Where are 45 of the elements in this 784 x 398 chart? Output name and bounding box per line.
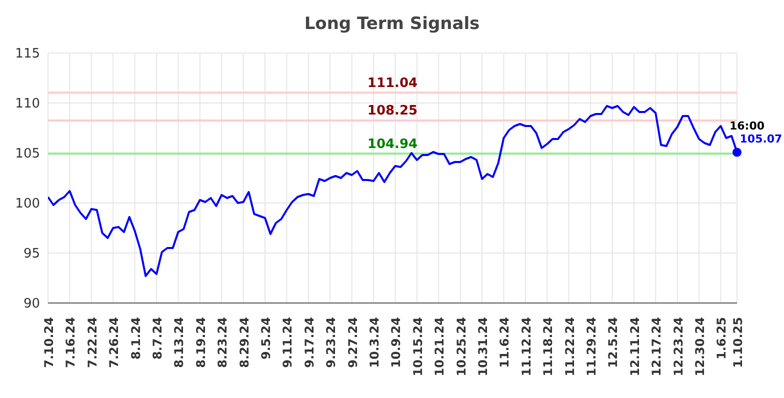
ref-line-label: 108.25 [367,104,418,119]
ref-line-label: 104.94 [367,136,418,152]
x-tick-label: 12.5.24 [606,317,620,368]
x-tick-label: 10.15.24 [410,317,425,376]
x-tick-label: 12.11.24 [628,317,642,376]
x-tick-label: 10.9.24 [389,317,404,368]
x-tick-label: 8.13.24 [172,317,186,368]
x-tick-label: 8.29.24 [237,317,252,368]
x-tick-label: 1.6.25 [714,317,729,360]
x-tick-label: 12.30.24 [693,317,708,376]
y-tick-label: 90 [23,296,40,312]
x-tick-label: 10.3.24 [368,317,382,368]
x-tick-label: 9.17.24 [302,317,316,368]
x-tick-label: 10.21.24 [432,317,447,376]
x-tick-label: 10.31.24 [476,317,490,376]
y-tick-label: 105 [15,146,40,162]
x-tick-label: 9.11.24 [280,317,295,368]
x-tick-label: 11.18.24 [541,317,556,376]
y-tick-label: 115 [15,46,40,62]
x-tick-label: 1.10.25 [731,317,745,368]
y-tick-label: 95 [23,246,40,262]
x-tick-label: 8.1.24 [128,317,143,360]
x-tick-label: 11.6.24 [498,317,512,368]
x-tick-label: 11.12.24 [519,317,534,376]
x-tick-label: 9.5.24 [259,317,274,360]
x-tick-label: 8.19.24 [194,317,208,368]
x-tick-label: 7.22.24 [85,317,100,368]
x-tick-label: 12.23.24 [671,317,686,376]
x-tick-label: 7.16.24 [64,317,78,368]
x-tick-label: 7.10.24 [42,317,56,368]
x-tick-label: 10.25.24 [454,317,468,376]
annotation: 16:00 [729,119,765,132]
y-tick-label: 100 [15,196,40,212]
ref-line-label: 111.04 [367,76,418,91]
x-tick-label: 8.7.24 [150,317,165,360]
x-tick-label: 12.17.24 [650,317,664,376]
y-tick-label: 110 [15,96,40,112]
x-tick-label: 9.23.24 [324,317,338,368]
x-tick-label: 7.26.24 [107,317,122,368]
x-tick-label: 9.27.24 [346,317,360,368]
x-tick-label: 11.29.24 [584,317,599,376]
chart-title: Long Term Signals [303,14,481,34]
data-label: 105.07 [740,132,782,146]
x-tick-label: 8.23.24 [216,317,230,368]
x-tick-label: 11.22.24 [562,317,577,376]
